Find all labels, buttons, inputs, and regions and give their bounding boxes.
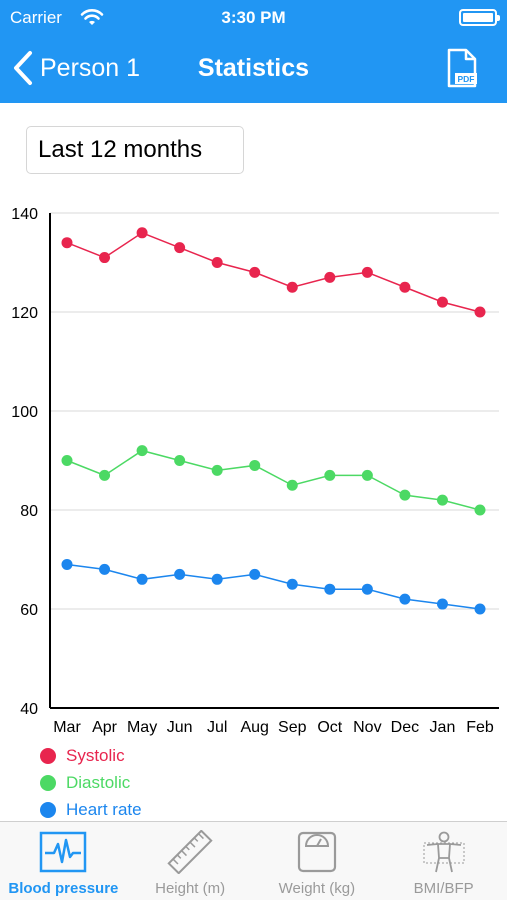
scale-icon: [297, 831, 336, 873]
wifi-icon: [80, 9, 104, 25]
x-tick-label: Jan: [430, 719, 456, 736]
legend-label: Diastolic: [66, 772, 131, 792]
data-point-diastolic: [474, 504, 486, 516]
data-point-systolic: [399, 281, 411, 293]
legend-item: Systolic: [40, 742, 142, 769]
legend-label: Heart rate: [66, 799, 142, 819]
legend-label: Systolic: [66, 745, 125, 765]
y-tick-label: 100: [11, 404, 38, 421]
data-point-systolic: [211, 257, 223, 268]
data-point-systolic: [174, 242, 186, 254]
data-point-heart-rate: [136, 573, 148, 585]
data-point-diastolic: [249, 459, 261, 471]
pdf-file-icon[interactable]: PDF: [445, 48, 479, 88]
series-line-diastolic: [66, 449, 481, 511]
data-point-systolic: [99, 252, 111, 264]
data-point-systolic: [474, 306, 486, 318]
x-tick-label: May: [127, 719, 157, 736]
navigation-bar: Person 1 Statistics PDF: [0, 36, 507, 103]
legend-item: Diastolic: [40, 769, 142, 796]
data-point-systolic: [324, 271, 336, 283]
back-button-label: Person 1: [40, 53, 141, 82]
data-point-systolic: [136, 227, 148, 239]
data-point-heart-rate: [61, 558, 73, 570]
y-tick-label: 60: [20, 602, 38, 619]
tab-label: Weight (kg): [278, 880, 356, 897]
x-tick-label: Feb: [466, 719, 494, 736]
y-tick-label: 120: [11, 305, 38, 322]
legend-item: Heart rate: [40, 796, 142, 823]
status-bar: Carrier 3:30 PM: [0, 0, 507, 36]
data-point-heart-rate: [249, 568, 261, 580]
x-tick-label: Dec: [391, 719, 419, 736]
chevron-left-icon: [14, 51, 32, 85]
tab-bar: Blood pressure Height (m) Weight (kg) BM…: [0, 821, 507, 900]
data-point-heart-rate: [436, 598, 448, 610]
x-tick-label: Nov: [353, 719, 381, 736]
data-point-diastolic: [324, 469, 336, 481]
data-point-diastolic: [174, 455, 186, 466]
blood-pressure-chart: 40 60 80 100 120 140 Mar Apr May Jun Jul Aug Sep Oct N…: [11, 206, 499, 736]
tab-height[interactable]: Height (m): [127, 822, 254, 900]
top-bar: Carrier 3:30 PM Person 1 Statistics PDF: [0, 0, 507, 103]
tab-weight[interactable]: Weight (kg): [254, 822, 381, 900]
data-point-diastolic: [99, 469, 111, 481]
data-point-heart-rate: [174, 568, 186, 580]
battery-icon: [459, 9, 500, 26]
back-button[interactable]: Person 1: [12, 50, 140, 86]
time-range-selector[interactable]: Last 12 months: [26, 126, 244, 174]
y-tick-label: 80: [20, 503, 38, 520]
data-point-diastolic: [61, 455, 73, 466]
tab-label: Height (m): [155, 880, 226, 897]
data-point-diastolic: [399, 489, 411, 501]
x-tick-label: Jun: [167, 719, 193, 736]
tab-bmi-bfp[interactable]: BMI/BFP: [380, 822, 507, 900]
legend-swatch: [40, 747, 56, 764]
svg-text:PDF: PDF: [458, 74, 475, 84]
legend-swatch: [40, 801, 56, 818]
data-point-heart-rate: [399, 593, 411, 605]
data-point-diastolic: [136, 445, 148, 457]
data-point-systolic: [61, 237, 73, 249]
clock: 3:30 PM: [221, 8, 286, 27]
carrier-label: Carrier: [10, 8, 62, 27]
data-point-diastolic: [436, 494, 448, 506]
y-tick-label: 40: [20, 701, 38, 718]
data-point-diastolic: [286, 479, 298, 491]
y-tick-label: 140: [11, 206, 38, 223]
tab-label: Blood pressure: [8, 880, 119, 897]
data-point-diastolic: [211, 464, 223, 476]
data-point-heart-rate: [474, 603, 486, 615]
x-tick-label: Mar: [53, 719, 81, 736]
tab-blood-pressure[interactable]: Blood pressure: [0, 822, 127, 900]
data-point-heart-rate: [324, 583, 336, 595]
x-tick-label: Apr: [92, 719, 118, 736]
x-tick-label: Sep: [278, 719, 307, 736]
legend-swatch: [40, 774, 56, 791]
data-point-heart-rate: [99, 563, 111, 575]
tab-label: BMI/BFP: [413, 880, 474, 897]
data-point-systolic: [249, 266, 261, 278]
ruler-icon: [167, 830, 213, 874]
x-tick-label: Oct: [317, 719, 342, 736]
data-point-diastolic: [361, 469, 373, 481]
body-icon: [423, 831, 465, 873]
heartbeat-icon: [40, 831, 87, 873]
data-point-systolic: [286, 281, 298, 293]
data-point-heart-rate: [361, 583, 373, 595]
x-tick-label: Jul: [207, 719, 227, 736]
data-point-systolic: [361, 266, 373, 278]
data-point-heart-rate: [211, 573, 223, 585]
series-line-heart-rate: [66, 563, 481, 610]
data-point-systolic: [436, 296, 448, 308]
data-point-heart-rate: [286, 578, 298, 590]
x-tick-label: Aug: [240, 719, 268, 736]
series-line-systolic: [66, 231, 481, 313]
chart-legend: Systolic Diastolic Heart rate: [40, 742, 142, 823]
